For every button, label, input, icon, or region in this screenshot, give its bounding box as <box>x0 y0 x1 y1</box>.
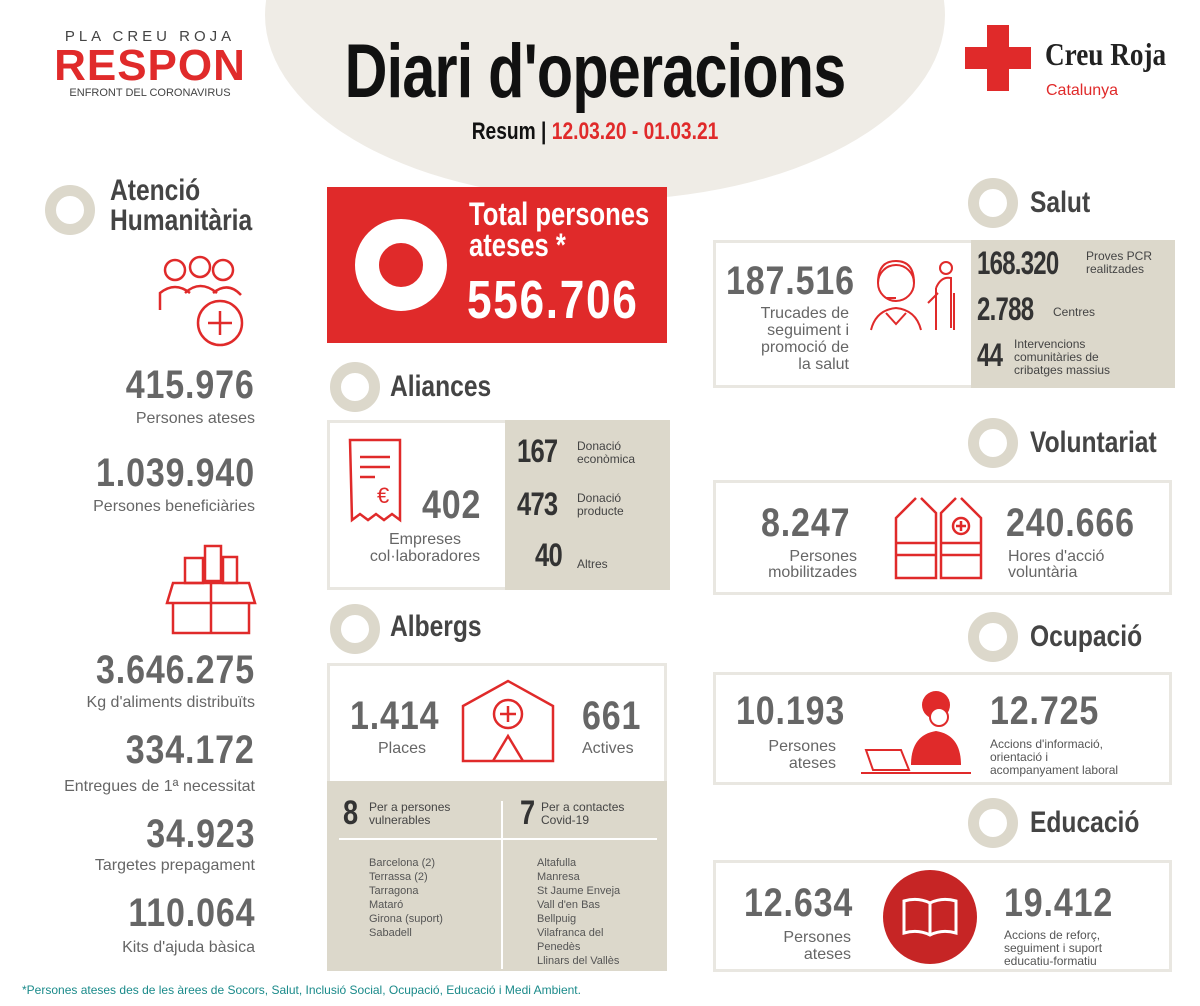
list-item: Penedès <box>537 941 581 953</box>
svg-text:€: € <box>377 483 389 508</box>
list-item: Vilafranca del <box>537 927 604 939</box>
list-item: Mataró <box>369 899 404 911</box>
list-item: Terrassa (2) <box>369 871 428 883</box>
aliances-value: 402 <box>422 483 482 527</box>
stat-value: 334.172 <box>126 728 255 772</box>
date-summary: Resum | 12.03.20 - 01.03.21 <box>471 118 719 145</box>
page-title: Diari d'operacions <box>344 29 847 114</box>
separator: | <box>541 118 552 145</box>
covid-shelter-list: Altafulla Manresa St Jaume Enveja Vall d'en… <box>537 856 620 968</box>
list-item: Girona (suport) <box>369 913 443 925</box>
respon-logo: PLA CREU ROJA RESPON ENFRONT DEL CORONAV… <box>54 28 246 99</box>
stat-label: Kg d'aliments distribuïts <box>86 694 255 711</box>
brand-name: Creu Roja <box>1045 36 1167 72</box>
section-title-aliances: Aliances <box>390 370 492 403</box>
albergs-card: 1.414 Places 661 Actives 8 Per a persone… <box>327 663 667 971</box>
list-item: seguiment i <box>767 322 849 339</box>
aliances-card: € 402 Empreses col·laboradores 167 Donaci… <box>327 420 670 590</box>
list-item: Sabadell <box>369 927 412 939</box>
list-item: Vall d'en Bas <box>537 899 601 911</box>
section-ring-icon <box>968 418 1018 468</box>
food-box-icon <box>165 544 257 635</box>
stat-label: Targetes prepagament <box>94 857 255 874</box>
total-value: 556.706 <box>467 270 639 330</box>
stat-label: Kits d'ajuda bàsica <box>122 939 255 956</box>
divider <box>339 838 657 840</box>
total-label: Total persones <box>469 196 650 232</box>
stat-value: 415.976 <box>126 363 255 407</box>
stat-value: 110.064 <box>128 891 255 935</box>
stat-label: Persones ateses <box>135 410 255 427</box>
section-ring-icon <box>968 178 1018 228</box>
book-icon <box>883 870 977 964</box>
total-card: Total persones ateses * 556.706 <box>327 187 667 343</box>
salut-card: 187.516 Trucades de seguiment i promoció d… <box>713 240 1175 388</box>
section-ring-icon <box>968 612 1018 662</box>
volunteer-vest-icon <box>894 497 983 580</box>
shelter-breakdown: 8 Per a persones vulnerables 7 Per a cont… <box>327 781 667 971</box>
list-item: Llinars del Vallès <box>537 955 620 967</box>
aliances-breakdown: 167 Donació econòmica 473 Donació producte… <box>505 420 670 590</box>
people-icon <box>158 255 244 347</box>
list-item: educatiu-formatiu <box>1004 954 1097 968</box>
list-item: Barcelona (2) <box>369 857 436 869</box>
stat-label: Entregues de 1ª necessitat <box>64 778 255 795</box>
list-item: acompanyament laboral <box>990 763 1119 777</box>
section-title-salut: Salut <box>1030 186 1091 219</box>
list-item: Tarragona <box>369 885 419 897</box>
stat-value: 34.923 <box>145 812 255 856</box>
section-ring-icon <box>968 798 1018 848</box>
list-item: Trucades de <box>760 305 849 322</box>
footnote: *Persones ateses des de les àrees de Soc… <box>22 983 581 997</box>
list-item: Bellpuig <box>537 913 577 925</box>
section-ring-icon <box>45 185 95 235</box>
list-item: promoció de <box>760 339 849 356</box>
section-title-albergs: Albergs <box>390 610 482 643</box>
section-title-educacio: Educació <box>1030 806 1140 839</box>
list-item: seguiment i suport <box>1004 941 1103 955</box>
brand-region: Catalunya <box>1046 82 1119 99</box>
worker-laptop-icon <box>861 691 971 774</box>
receipt-euro-icon: € <box>348 438 402 523</box>
list-item: Manresa <box>537 871 580 883</box>
section-title-humanitarian: Atenció Humanitària <box>110 174 253 237</box>
phone-operator-elderly-icon <box>870 259 955 331</box>
voluntariat-card: 8.247 Persones mobilitzades 240.666 Hores… <box>713 480 1172 595</box>
red-cross-icon <box>965 25 1031 91</box>
ocupacio-card: 10.193 Persones ateses 12.725 Accions d'i… <box>713 672 1172 785</box>
divider <box>501 801 503 969</box>
stat-label: Persones beneficiàries <box>93 498 255 515</box>
list-item: orientació i <box>990 750 1049 764</box>
vulnerable-shelter-list: Barcelona (2) Terrassa (2) Tarragona Mataró… <box>369 856 443 940</box>
ring-icon <box>355 219 447 311</box>
list-item: la salut <box>798 356 849 373</box>
list-item: St Jaume Enveja <box>537 885 621 897</box>
section-ring-icon <box>330 362 380 412</box>
section-title-voluntariat: Voluntariat <box>1030 426 1157 459</box>
section-ring-icon <box>330 604 380 654</box>
list-item: Accions d'informació, <box>990 737 1104 751</box>
educacio-card: 12.634 Persones ateses 19.412 Accions de … <box>713 860 1172 972</box>
stat-value: 1.039.940 <box>96 451 255 495</box>
section-title-ocupacio: Ocupació <box>1030 620 1143 653</box>
list-item: Altafulla <box>537 857 577 869</box>
list-item: Accions de reforç, <box>1004 928 1101 942</box>
stat-value: 3.646.275 <box>96 648 255 692</box>
shelter-tent-icon <box>461 679 555 763</box>
